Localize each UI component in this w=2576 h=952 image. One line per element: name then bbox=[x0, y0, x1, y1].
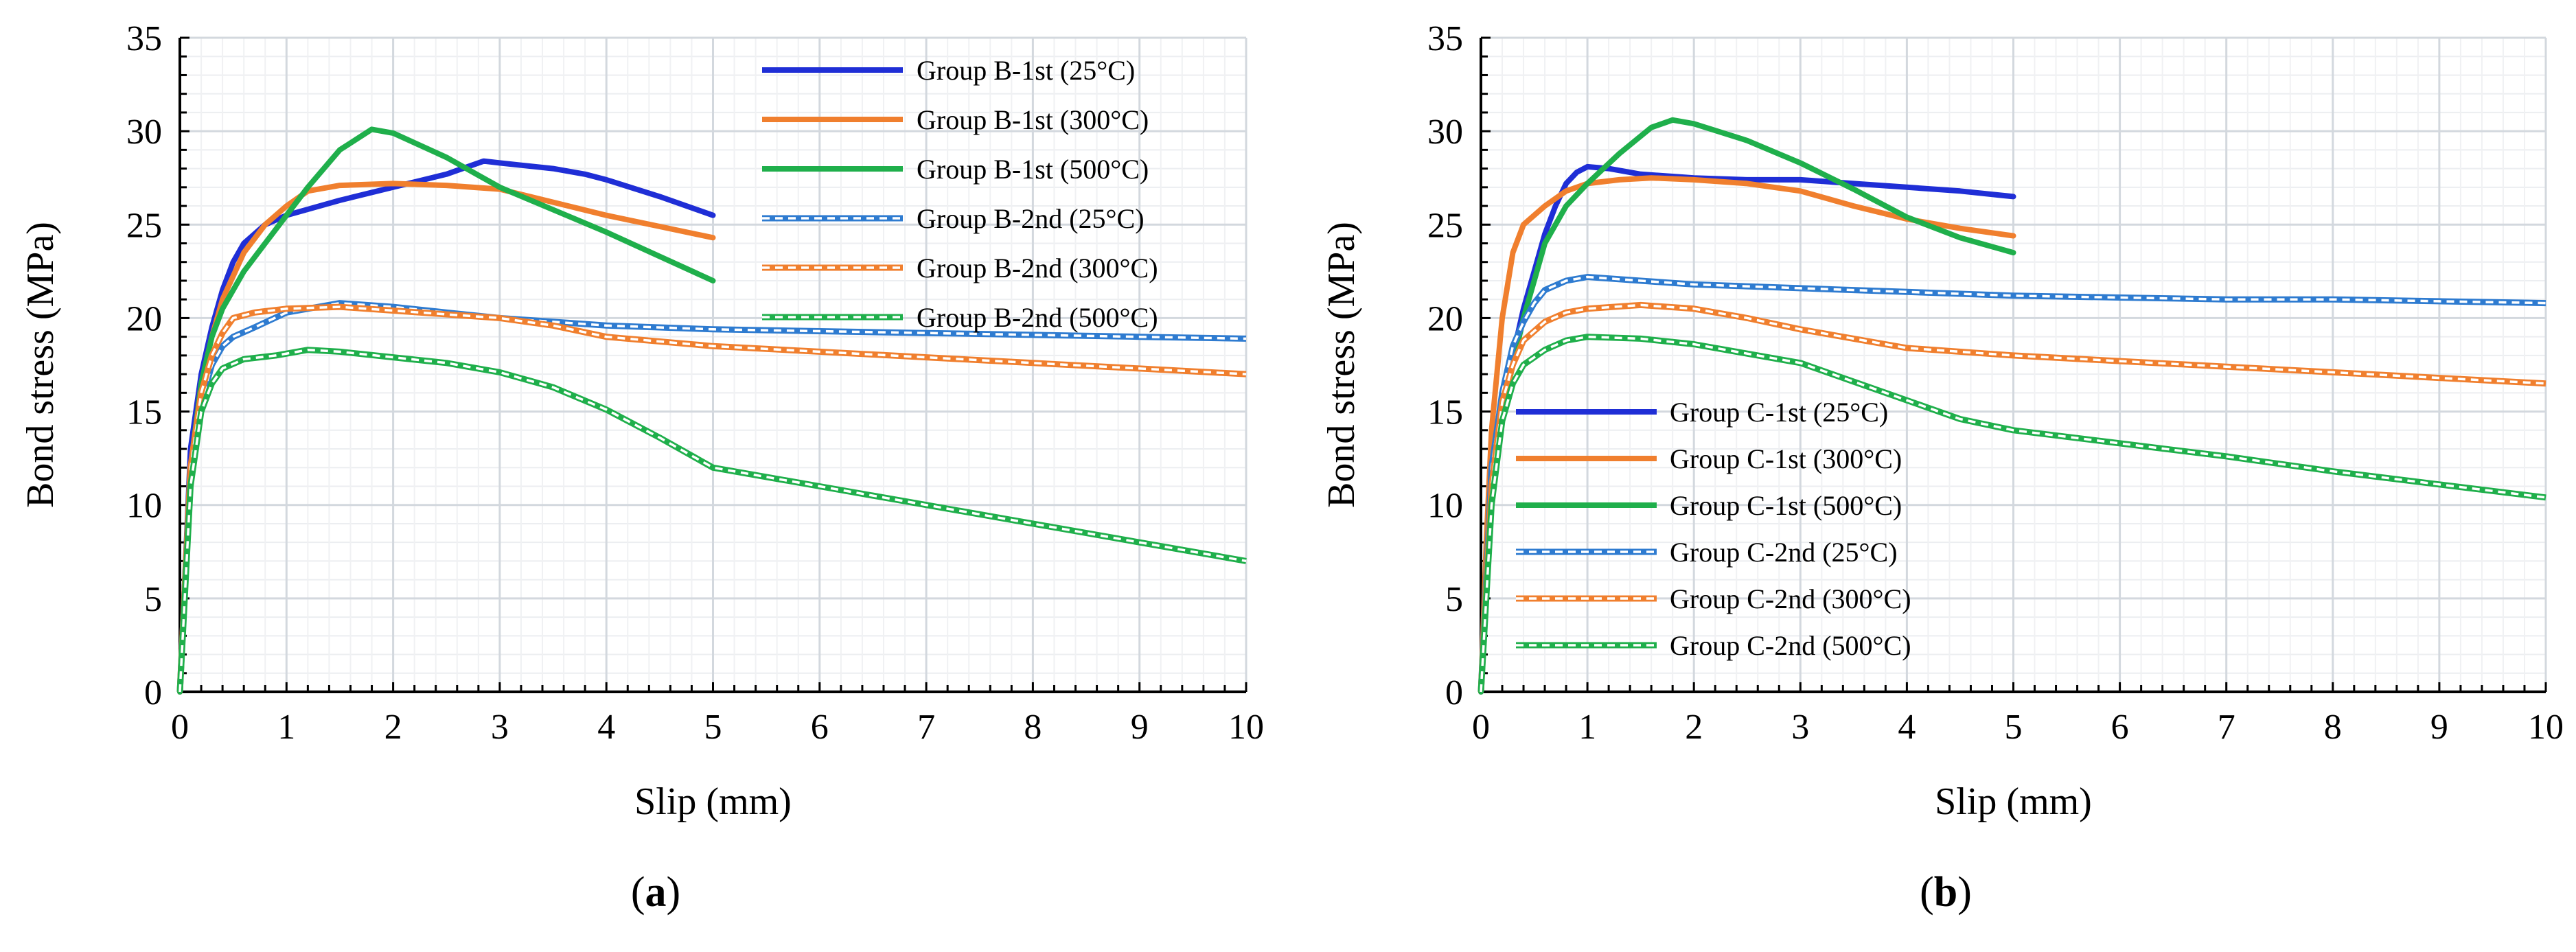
y-tick-label: 5 bbox=[144, 580, 162, 619]
y-tick-label: 35 bbox=[126, 19, 162, 58]
x-tick-label: 7 bbox=[2218, 708, 2235, 747]
x-tick-label: 1 bbox=[1578, 708, 1596, 747]
panel-b-caption: (b) bbox=[1920, 869, 1972, 916]
x-tick-label: 5 bbox=[704, 708, 722, 747]
y-tick-label: 30 bbox=[126, 113, 162, 152]
legend-label: Group C-1st (300°C) bbox=[1670, 443, 1902, 474]
x-tick-label: 4 bbox=[597, 708, 615, 747]
x-tick-label: 3 bbox=[1791, 708, 1809, 747]
x-tick-label: 9 bbox=[2430, 708, 2448, 747]
y-tick-label: 15 bbox=[1427, 393, 1463, 432]
x-tick-label: 6 bbox=[2111, 708, 2129, 747]
panel-b-chart: 0 5 10 15 20 25 30 35 0 1 2 3 4 5 6 7 8 9 10 Slip (mm) Bond … bbox=[1320, 19, 2564, 823]
x-tick-label: 10 bbox=[1228, 708, 1264, 747]
y-axis-label: Bond stress (MPa) bbox=[19, 222, 62, 508]
y-tick-label: 25 bbox=[1427, 206, 1463, 245]
x-axis-label: Slip (mm) bbox=[1935, 780, 2092, 823]
legend-label: Group B-1st (25°C) bbox=[917, 55, 1135, 86]
y-tick-label: 30 bbox=[1427, 113, 1463, 152]
legend-label: Group C-1st (500°C) bbox=[1670, 490, 1902, 521]
series-line bbox=[177, 181, 716, 695]
legend-label: Group B-1st (500°C) bbox=[917, 154, 1149, 185]
series-line-dash bbox=[1480, 275, 2546, 693]
panel-a-chart: 0 5 10 15 20 25 30 35 0 1 2 3 4 5 6 7 8 9 10 Slip (mm) Bond … bbox=[19, 19, 1264, 823]
legend-label: Group B-2nd (500°C) bbox=[917, 302, 1158, 333]
y-tick-label: 15 bbox=[126, 393, 162, 432]
x-tick-label: 7 bbox=[917, 708, 935, 747]
x-tick-label: 6 bbox=[811, 708, 829, 747]
legend-label: Group C-2nd (300°C) bbox=[1670, 583, 1911, 614]
series-line-dash bbox=[1480, 335, 2546, 693]
legend-label: Group C-2nd (500°C) bbox=[1670, 630, 1911, 661]
legend-label: Group C-2nd (25°C) bbox=[1670, 537, 1898, 568]
panel-a-legend: Group B-1st (25°C) Group B-1st (300°C) Gro… bbox=[762, 55, 1158, 333]
x-tick-label: 8 bbox=[1024, 708, 1042, 747]
x-tick-label: 2 bbox=[1685, 708, 1703, 747]
y-tick-label: 0 bbox=[1445, 673, 1463, 712]
y-tick-label: 25 bbox=[126, 206, 162, 245]
panel-b-label: b bbox=[1933, 869, 1958, 916]
legend-label: Group C-1st (25°C) bbox=[1670, 397, 1888, 428]
x-tick-label: 4 bbox=[1898, 708, 1916, 747]
x-tick-label: 10 bbox=[2528, 708, 2564, 747]
x-tick-label: 3 bbox=[491, 708, 509, 747]
y-tick-label: 0 bbox=[144, 673, 162, 712]
legend-label: Group B-2nd (300°C) bbox=[917, 253, 1158, 283]
series-line-dash bbox=[1480, 303, 2546, 693]
y-tick-label: 20 bbox=[1427, 299, 1463, 338]
series-line-dash bbox=[179, 348, 1247, 693]
y-tick-label: 5 bbox=[1445, 580, 1463, 619]
panel-b-legend: Group C-1st (25°C) Group C-1st (300°C) Gro… bbox=[1516, 397, 1911, 661]
y-tick-label: 20 bbox=[126, 299, 162, 338]
series-line bbox=[1478, 175, 2016, 695]
x-tick-label: 2 bbox=[384, 708, 402, 747]
x-tick-label: 9 bbox=[1131, 708, 1149, 747]
x-axis-label: Slip (mm) bbox=[634, 780, 792, 823]
legend-label: Group B-2nd (25°C) bbox=[917, 203, 1145, 234]
x-tick-label: 0 bbox=[171, 708, 189, 747]
x-tick-label: 5 bbox=[2005, 708, 2023, 747]
y-axis-label: Bond stress (MPa) bbox=[1320, 222, 1363, 508]
legend-label: Group B-1st (300°C) bbox=[917, 104, 1149, 135]
series-line-dash bbox=[179, 305, 1247, 693]
panel-a-label: a bbox=[645, 869, 667, 916]
x-tick-label: 8 bbox=[2324, 708, 2342, 747]
y-tick-label: 35 bbox=[1427, 19, 1463, 58]
panel-a-caption: (a) bbox=[630, 869, 681, 916]
x-tick-label: 1 bbox=[277, 708, 295, 747]
series-line bbox=[177, 126, 716, 695]
y-tick-label: 10 bbox=[1427, 487, 1463, 526]
x-tick-label: 0 bbox=[1472, 708, 1490, 747]
y-tick-label: 10 bbox=[126, 487, 162, 526]
